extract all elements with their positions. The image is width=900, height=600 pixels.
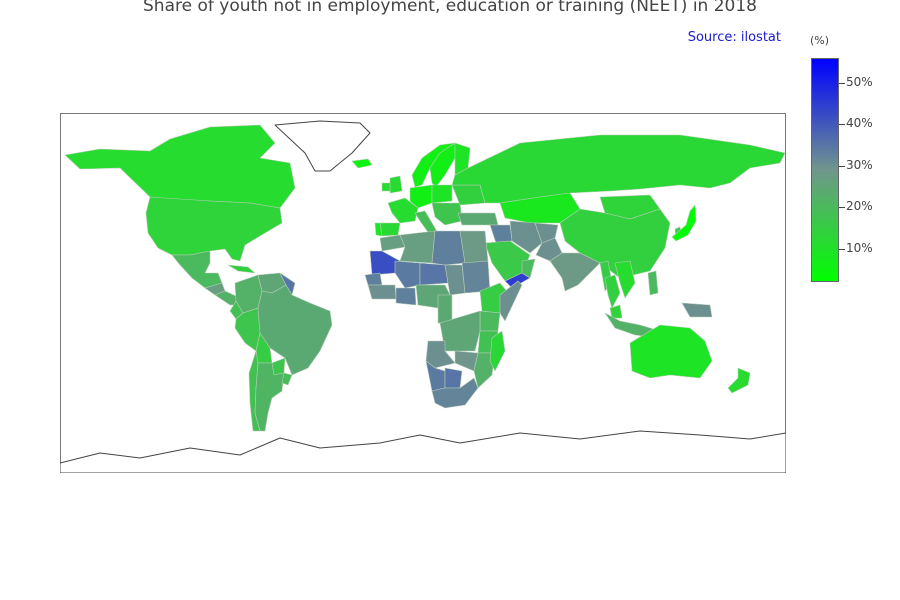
colorbar-label-50: 50%	[846, 74, 873, 89]
map-frame[interactable]	[60, 113, 786, 473]
region-iceland[interactable]	[351, 158, 373, 169]
region-usa[interactable]	[145, 196, 283, 262]
colorbar-tick-20	[839, 207, 845, 209]
region-australia[interactable]	[629, 324, 713, 379]
region-ireland[interactable]	[381, 182, 391, 192]
colorbar-tick-10	[839, 248, 845, 250]
region-malaysia[interactable]	[609, 304, 623, 319]
region-south-africa[interactable]	[431, 377, 479, 409]
colorbar-tick-30	[839, 165, 845, 167]
region-united-kingdom[interactable]	[389, 175, 403, 194]
region-germany[interactable]	[409, 184, 433, 209]
region-ivory-coast[interactable]	[395, 287, 417, 306]
region-new-zealand[interactable]	[727, 367, 751, 394]
colorbar-label-40: 40%	[846, 116, 873, 131]
region-oman[interactable]	[521, 258, 536, 279]
world-map[interactable]	[60, 113, 786, 473]
region-niger[interactable]	[419, 262, 449, 286]
region-egypt[interactable]	[459, 230, 489, 264]
region-madagascar[interactable]	[489, 330, 506, 372]
region-thailand[interactable]	[604, 274, 621, 309]
region-kenya[interactable]	[479, 310, 501, 332]
region-uruguay[interactable]	[281, 372, 293, 386]
region-guinea[interactable]	[367, 284, 397, 300]
region-somalia[interactable]	[499, 280, 523, 322]
region-botswana[interactable]	[444, 367, 463, 389]
region-philippines[interactable]	[647, 270, 659, 296]
region-portugal[interactable]	[374, 222, 383, 237]
region-libya[interactable]	[431, 230, 466, 266]
source-label[interactable]: Source: ilostat	[687, 30, 781, 45]
region-balkans[interactable]	[431, 202, 463, 226]
colorbar-tick-40	[839, 124, 845, 126]
region-mexico[interactable]	[171, 250, 223, 289]
colorbar-label-20: 20%	[846, 199, 873, 214]
region-iran[interactable]	[509, 220, 543, 254]
region-greenland[interactable]	[274, 120, 371, 172]
region-sweden[interactable]	[429, 142, 456, 188]
region-canada[interactable]	[64, 124, 296, 209]
region-turkey[interactable]	[457, 212, 499, 226]
region-algeria[interactable]	[399, 230, 436, 264]
colorbar-label-30: 30%	[846, 157, 873, 172]
region-japan[interactable]	[671, 204, 697, 242]
region-mali[interactable]	[394, 260, 421, 289]
chart-title: Share of youth not in employment, educat…	[143, 0, 757, 16]
region-papua-new-guinea[interactable]	[681, 302, 713, 318]
region-russia[interactable]	[451, 134, 786, 204]
colorbar-label-10: 10%	[846, 240, 873, 255]
region-indochina[interactable]	[614, 260, 636, 299]
region-argentina[interactable]	[254, 362, 285, 432]
region-spain[interactable]	[379, 222, 401, 237]
colorbar-tick-50	[839, 82, 845, 84]
colorbar-title: (%)	[810, 34, 830, 47]
region-sudan[interactable]	[461, 260, 491, 294]
region-senegal[interactable]	[364, 272, 383, 286]
region-antarctica[interactable]	[60, 430, 786, 473]
region-poland[interactable]	[431, 184, 453, 204]
colorbar-gradient	[811, 58, 839, 282]
region-cuba[interactable]	[227, 264, 256, 274]
region-india[interactable]	[549, 252, 601, 292]
colorbar[interactable]: (%) 50% 40% 30% 20% 10%	[808, 34, 888, 294]
region-chad[interactable]	[444, 264, 466, 296]
region-france[interactable]	[387, 197, 419, 224]
region-cameroon[interactable]	[437, 294, 453, 324]
